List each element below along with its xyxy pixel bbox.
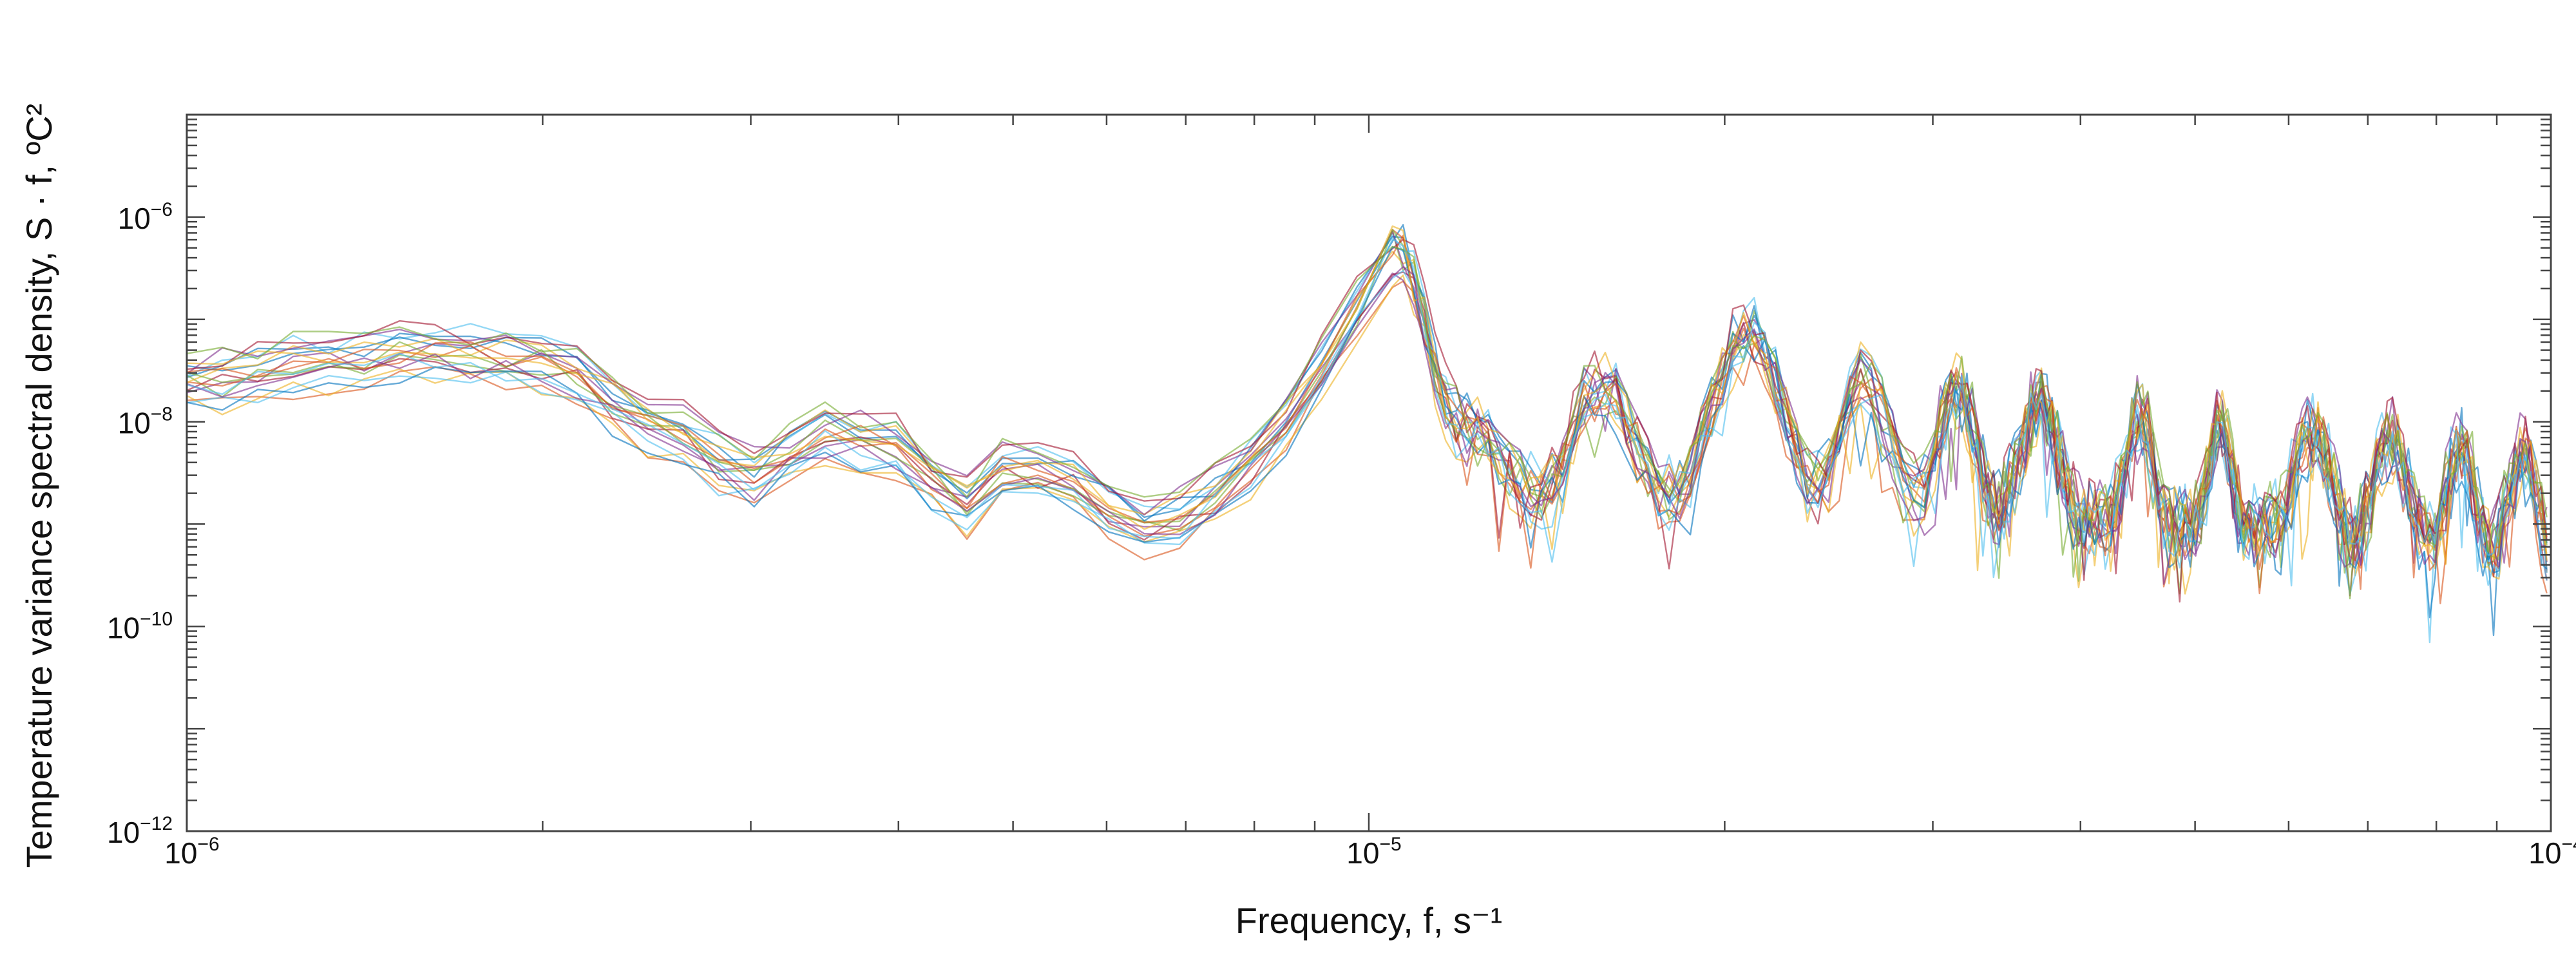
y-tick-label: 10−10: [107, 608, 173, 644]
series-line-15: [186, 246, 2548, 619]
x-tick-label: 10−5: [1346, 834, 1401, 870]
series-line-17: [186, 225, 2548, 572]
y-tick-label: 10−8: [118, 404, 173, 440]
tick-labels-layer: 10−6 10−5 10−4 10−12 10−10 10−8 10−6: [107, 199, 2576, 870]
plot-frame: [186, 113, 2552, 832]
series-line-13: [186, 270, 2548, 644]
series-line-19: [186, 245, 2548, 600]
y-tick-label: 10−12: [107, 813, 173, 849]
y-axis-label: Temperature variance spectral density, S…: [19, 104, 59, 869]
series-layer: [186, 224, 2548, 644]
x-tick-label: 10−6: [164, 834, 219, 870]
series-line-20: [186, 238, 2548, 587]
x-axis-label: Frequency, f, s⁻¹: [1236, 900, 1502, 941]
y-tick-label: 10−6: [118, 199, 173, 235]
x-tick-label: 10−4: [2528, 834, 2576, 870]
ticks-layer: [186, 113, 2552, 832]
